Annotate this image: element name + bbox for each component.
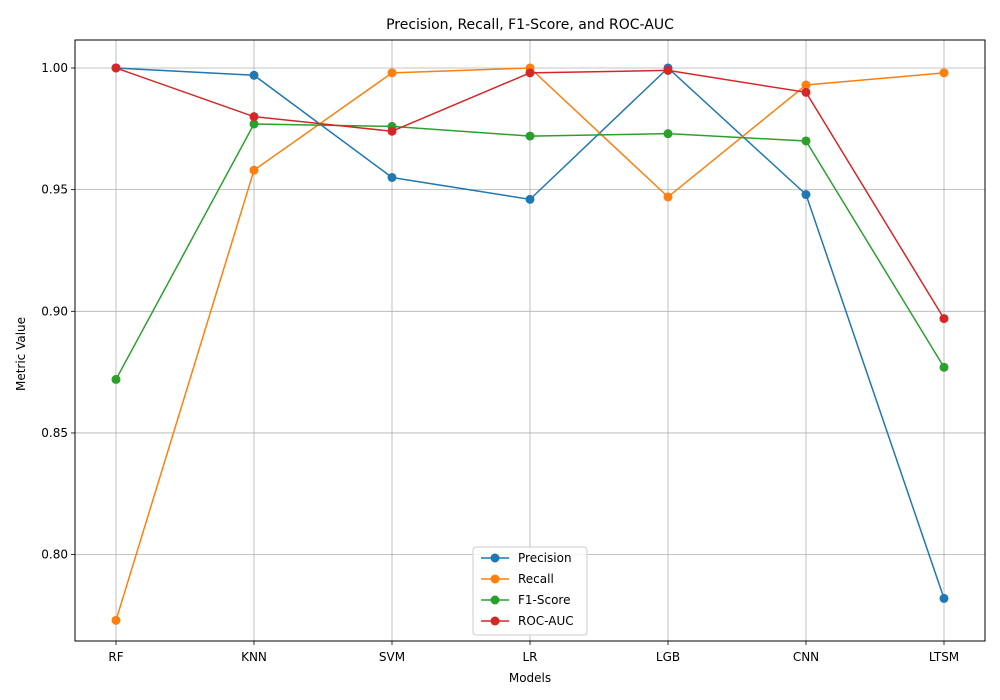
data-point-f1-score: [801, 136, 811, 146]
x-tick-label: KNN: [241, 650, 267, 664]
x-tick-label: RF: [108, 650, 123, 664]
x-axis-title: Models: [509, 671, 551, 685]
legend-item-precision: Precision: [481, 551, 572, 565]
data-point-recall: [249, 165, 259, 175]
legend-label: F1-Score: [518, 593, 570, 607]
data-point-f1-score: [525, 131, 535, 141]
legend-item-roc-auc: ROC-AUC: [481, 614, 574, 628]
data-point-precision: [249, 70, 259, 80]
legend-swatch-marker: [490, 616, 500, 626]
x-tick-label: LR: [522, 650, 537, 664]
data-point-f1-score: [663, 129, 673, 139]
data-point-f1-score: [111, 374, 121, 384]
data-point-roc-auc: [939, 314, 949, 324]
data-point-precision: [525, 194, 535, 204]
data-point-f1-score: [249, 119, 259, 129]
y-tick-label: 1.00: [41, 61, 68, 75]
data-point-f1-score: [939, 362, 949, 372]
data-point-recall: [801, 80, 811, 90]
data-point-roc-auc: [801, 87, 811, 97]
data-point-precision: [939, 593, 949, 603]
x-tick-label: LGB: [656, 650, 680, 664]
series-f1-score: [111, 119, 949, 384]
legend-swatch-marker: [490, 595, 500, 605]
y-axis-title: Metric Value: [14, 317, 28, 391]
legend-label: Recall: [518, 572, 554, 586]
data-point-roc-auc: [111, 63, 121, 73]
legend-label: ROC-AUC: [518, 614, 574, 628]
data-point-roc-auc: [663, 65, 673, 75]
legend-box: [472, 546, 588, 636]
ticks: RF KNN SVM LR LGB CNN LTSM 0.80 0.85 0.90 0.95 1.00: [41, 61, 959, 664]
series-roc-auc: [111, 63, 949, 324]
y-tick-label: 0.90: [41, 304, 68, 318]
data-point-recall: [663, 192, 673, 202]
y-tick-label: 0.80: [41, 548, 68, 562]
legend-swatch-marker: [490, 553, 500, 563]
legend-item-f1-score: F1-Score: [481, 593, 570, 607]
data-point-precision: [801, 190, 811, 200]
data-point-recall: [939, 68, 949, 78]
data-point-precision: [387, 172, 397, 182]
data-point-roc-auc: [525, 68, 535, 78]
legend: Precision Recall F1-Score ROC-AUC: [472, 546, 588, 636]
x-tick-label: LTSM: [929, 650, 959, 664]
series-recall: [111, 63, 949, 625]
y-tick-label: 0.85: [41, 426, 68, 440]
data-point-roc-auc: [387, 126, 397, 136]
series-layer: [111, 63, 949, 625]
x-tick-label: CNN: [793, 650, 819, 664]
legend-item-recall: Recall: [481, 572, 554, 586]
data-point-roc-auc: [249, 112, 259, 122]
legend-label: Precision: [518, 551, 572, 565]
chart-title: Precision, Recall, F1-Score, and ROC-AUC: [386, 17, 674, 33]
data-point-recall: [387, 68, 397, 78]
legend-swatch-marker: [490, 574, 500, 584]
x-tick-label: SVM: [379, 650, 405, 664]
data-point-recall: [111, 615, 121, 625]
y-tick-label: 0.95: [41, 183, 68, 197]
